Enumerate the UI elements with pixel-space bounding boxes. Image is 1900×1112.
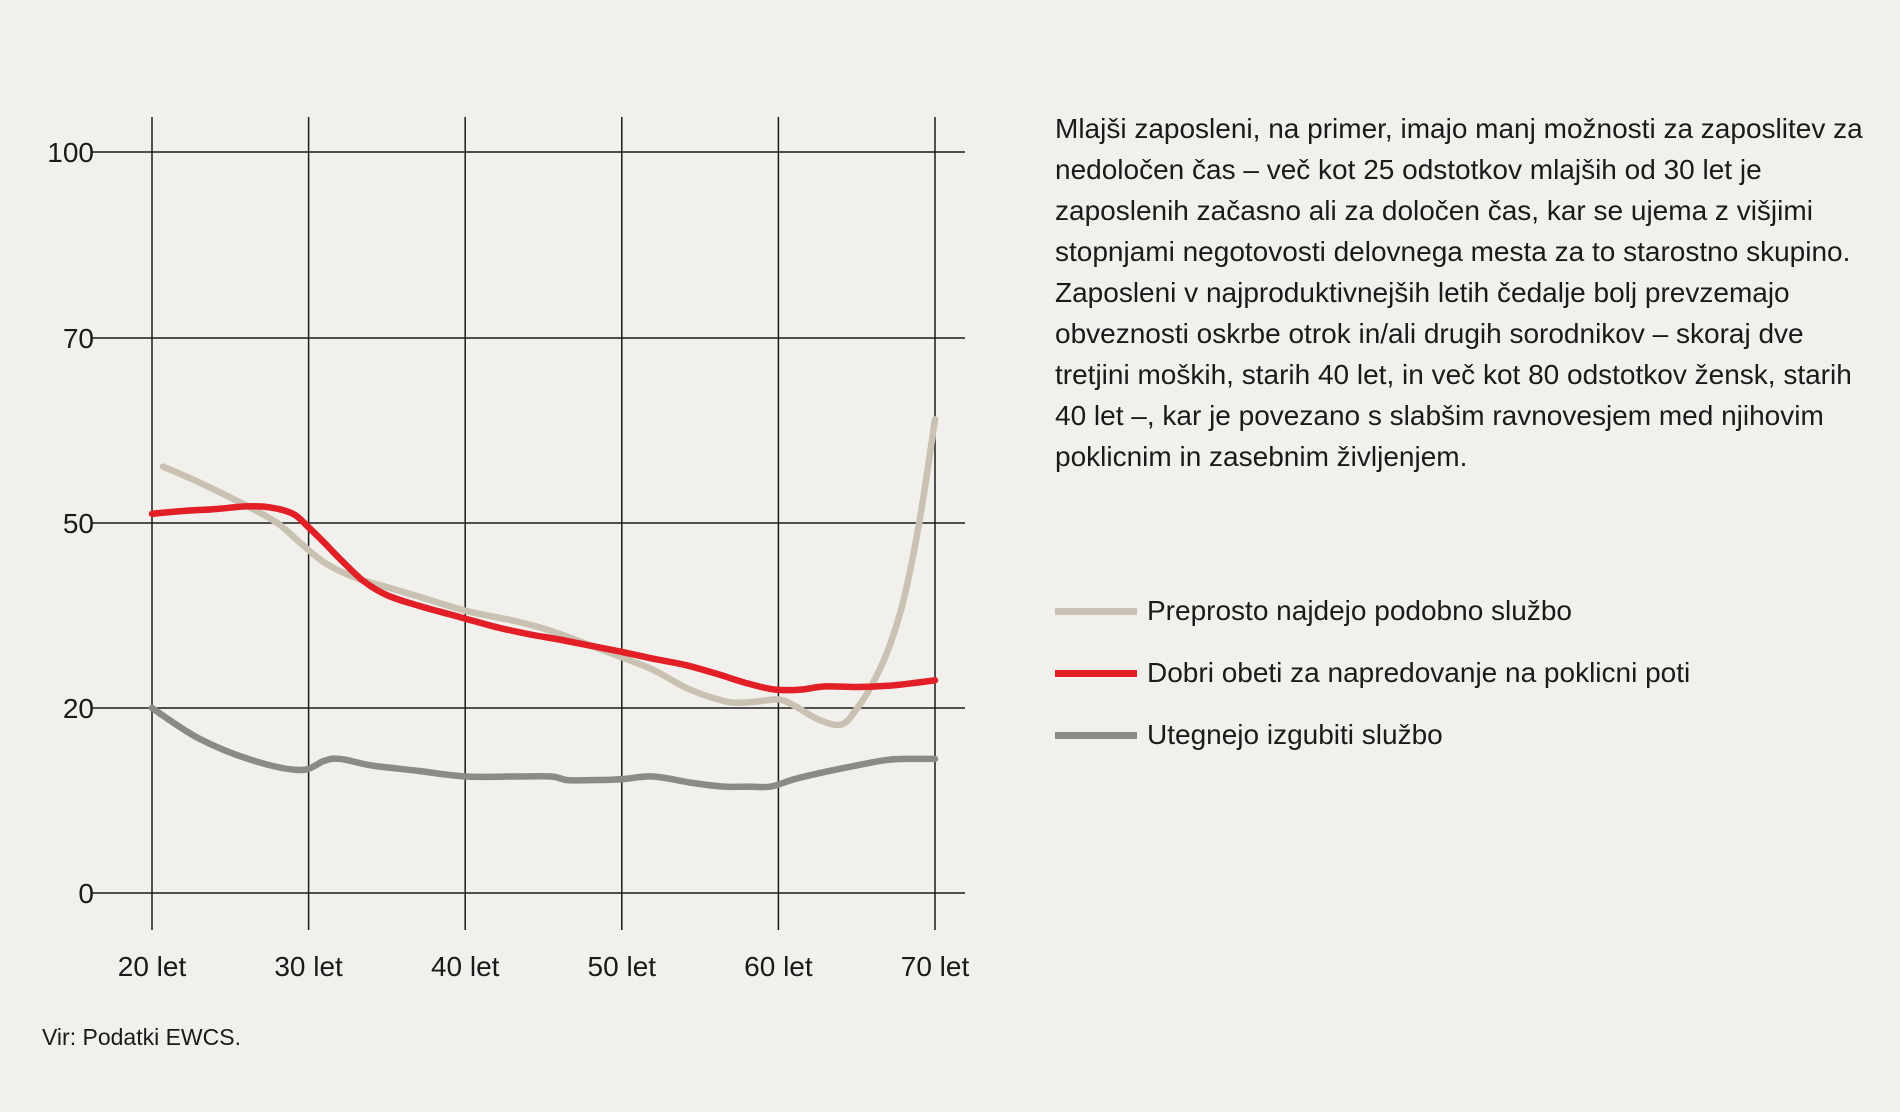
legend-swatch: [1055, 607, 1137, 615]
x-tick-label: 20 let: [118, 951, 187, 982]
legend-swatch: [1055, 669, 1137, 677]
series-line-preprosto: [159, 416, 939, 729]
y-tick-label: 70: [63, 323, 94, 354]
legend-label: Utegnejo izgubiti službo: [1147, 719, 1443, 750]
y-axis-labels: 0 20 50 70 100: [47, 137, 94, 909]
y-tick-label: 50: [63, 508, 94, 539]
x-tick-label: 40 let: [431, 951, 500, 982]
x-tick-label: 60 let: [744, 951, 813, 982]
legend-label: Preprosto najdejo podobno službo: [1147, 595, 1572, 626]
legend-item: Utegnejo izgubiti službo: [1055, 704, 1875, 766]
legend-label: Dobri obeti za napredovanje na poklicni …: [1147, 657, 1691, 688]
legend-item: Dobri obeti za napredovanje na poklicni …: [1055, 642, 1875, 704]
x-tick-label: 70 let: [901, 951, 970, 982]
y-tick-label: 20: [63, 693, 94, 724]
x-axis-labels: 20 let 30 let 40 let 50 let 60 let 70 let: [118, 951, 970, 982]
x-tick-label: 30 let: [274, 951, 343, 982]
series-line-dobri-obeti: [148, 502, 939, 694]
chart-series: [148, 416, 939, 791]
chart-description: Mlajši zaposleni, na primer, imajo manj …: [1055, 113, 1863, 472]
legend-item: Preprosto najdejo podobno službo: [1055, 580, 1875, 642]
source-note: Vir: Podatki EWCS.: [42, 1024, 241, 1050]
series-line-izgubiti: [148, 704, 939, 791]
y-tick-label: 100: [47, 137, 94, 168]
x-tick-label: 50 let: [588, 951, 657, 982]
y-tick-label: 0: [78, 878, 94, 909]
legend-swatch: [1055, 731, 1137, 739]
line-chart: 20 let 30 let 40 let 50 let 60 let 70 let 0 20…: [47, 117, 970, 982]
chart-grid: [92, 117, 965, 930]
chart-legend: Preprosto najdejo podobno službo Dobri ob…: [1055, 580, 1875, 766]
